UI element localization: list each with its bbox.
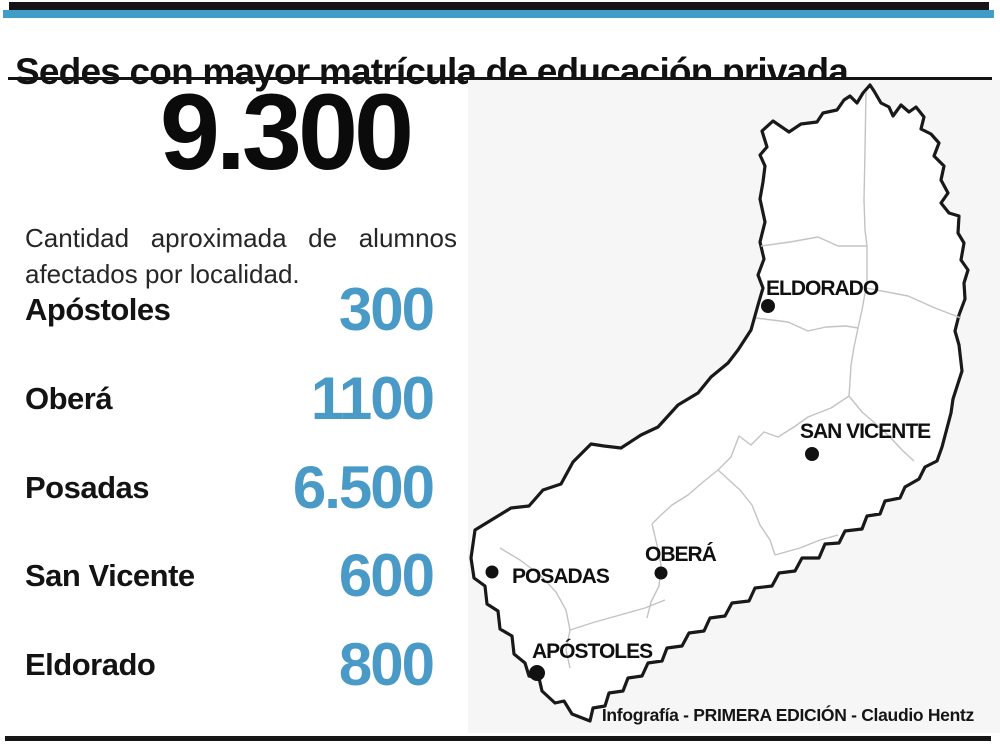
list-item-eldorado: Eldorado 800 [25, 631, 435, 698]
total-students-number: 9.300 [159, 71, 414, 192]
city-label-apostoles: APÓSTOLES [532, 639, 653, 663]
list-item-san-vicente: San Vicente 600 [25, 542, 435, 610]
locality-name: Eldorado [25, 647, 156, 682]
city-label-obera: OBERÁ [645, 543, 717, 566]
city-markers [485, 299, 819, 681]
title-underline [8, 77, 992, 80]
locality-name: San Vicente [25, 558, 195, 594]
header-top-black-bar [9, 2, 989, 10]
credit-line: Infografía - PRIMERA EDICIÓN - Claudio H… [602, 704, 975, 725]
locality-list: Apóstoles 300 Oberá 1100 Posadas 6.500 S… [25, 276, 435, 698]
list-item-posadas: Posadas 6.500 [25, 453, 435, 521]
misiones-map: ELDORADO SAN VICENTE OBERÁ POSADAS APÓST… [469, 83, 975, 725]
city-label-san-vicente: SAN VICENTE [800, 420, 931, 443]
map-panel: ELDORADO SAN VICENTE OBERÁ POSADAS APÓST… [468, 80, 1000, 733]
locality-value: 6.500 [292, 453, 435, 521]
city-dot-obera [654, 566, 668, 580]
locality-value: 800 [338, 631, 435, 698]
bottom-rule [5, 736, 991, 741]
city-dot-eldorado [761, 299, 775, 313]
province-outline [469, 83, 970, 723]
locality-name: Posadas [25, 469, 150, 505]
stat-description: Cantidad aproximada de alumnos afectados… [25, 223, 457, 290]
header-top-blue-bar [3, 10, 994, 18]
locality-value: 300 [338, 276, 435, 343]
locality-name: Apóstoles [25, 292, 171, 327]
locality-name: Oberá [25, 380, 113, 416]
city-dot-san-vicente [805, 447, 819, 461]
locality-value: 600 [338, 542, 435, 610]
locality-value: 1100 [310, 364, 435, 432]
department-boundaries [499, 91, 962, 669]
city-dot-posadas [485, 565, 499, 579]
city-label-eldorado: ELDORADO [766, 277, 879, 300]
list-item-apostoles: Apóstoles 300 [25, 276, 435, 343]
city-dot-apostoles [529, 665, 545, 681]
city-label-posadas: POSADAS [512, 565, 610, 588]
list-item-obera: Oberá 1100 [25, 364, 435, 432]
